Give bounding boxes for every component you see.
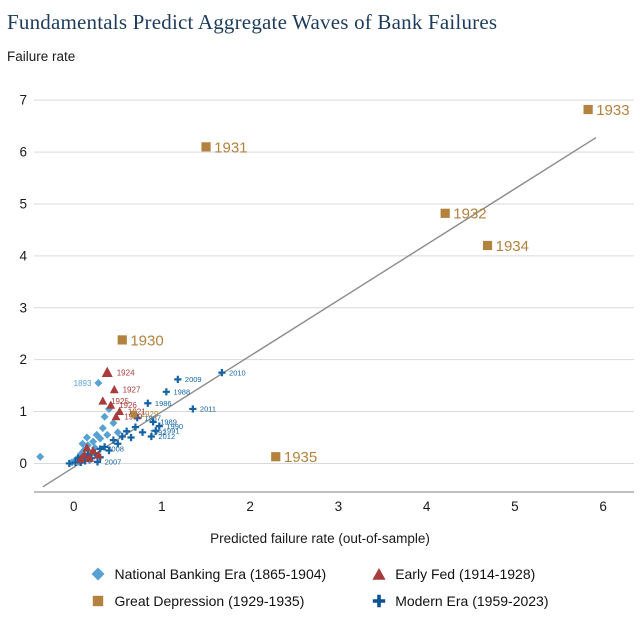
point-label: 1933 — [596, 102, 629, 119]
point-label: 2010 — [229, 368, 246, 377]
y-tick-label: 5 — [19, 196, 27, 211]
x-tick-label: 2 — [246, 499, 254, 514]
point-label: 1931 — [214, 139, 247, 156]
x-tick-label: 1 — [158, 499, 166, 514]
y-tick-label: 7 — [19, 93, 27, 108]
x-tick-label: 6 — [599, 499, 607, 514]
x-tick-label: 3 — [335, 499, 343, 514]
x-tick-label: 0 — [70, 499, 78, 514]
legend: National Banking Era (1865-1904) Early F… — [2, 566, 638, 609]
point-label: 1989 — [160, 418, 177, 427]
y-tick-label: 4 — [19, 248, 27, 263]
gridlines: 0 1 2 3 4 5 6 7 — [19, 93, 634, 471]
diamond-icon — [91, 567, 105, 581]
point-label: 1986 — [155, 399, 172, 408]
point-label: 1930 — [130, 332, 163, 349]
x-axis-title: Predicted failure rate (out-of-sample) — [210, 531, 430, 546]
plot-area: 0 1 2 3 4 5 6 7 0 1 2 3 4 5 6 1893 2010 2009 1988 1986 2011 1… — [2, 64, 638, 531]
legend-label: Early Fed (1914-1928) — [395, 566, 536, 582]
legend-item-modern-era: Modern Era (1959-2023) — [372, 593, 549, 609]
point-label: 1924 — [117, 369, 135, 378]
point-label: 2009 — [185, 375, 202, 384]
x-tick-label: 4 — [423, 499, 431, 514]
point-label: 1926 — [119, 401, 137, 410]
chart-title: Fundamentals Predict Aggregate Waves of … — [7, 10, 498, 34]
point-label: 2011 — [200, 405, 216, 414]
point-label: 1934 — [496, 238, 529, 255]
point-label: 1988 — [173, 388, 190, 397]
point-label: 2012 — [158, 432, 175, 441]
y-tick-label: 1 — [19, 404, 27, 419]
y-tick-label: 0 — [19, 456, 27, 471]
point-label: 1992 — [150, 428, 167, 437]
point-label: 1929 — [141, 410, 159, 419]
point-label: 1987 — [144, 413, 161, 422]
point-label: 1925 — [111, 397, 129, 406]
point-label: 1935 — [284, 449, 317, 466]
legend-label: Great Depression (1929-1935) — [114, 593, 305, 609]
x-tick-label: 5 — [511, 499, 519, 514]
point-label: 1927 — [123, 386, 141, 395]
square-icon — [93, 595, 104, 607]
legend-item-early-fed: Early Fed (1914-1928) — [372, 566, 548, 582]
legend-label: Modern Era (1959-2023) — [395, 593, 549, 609]
point-label: 1893 — [74, 379, 92, 388]
point-label: 2008 — [107, 445, 124, 454]
legend-item-national-banking-era: National Banking Era (1865-1904) — [91, 566, 326, 582]
triangle-icon — [372, 568, 386, 580]
series-great-depression-1929-1935: 1929 1930 1931 1932 1933 1934 1935 — [117, 102, 630, 466]
point-label: 1990 — [166, 422, 183, 431]
point-label: 2007 — [105, 458, 122, 467]
legend-item-great-depression: Great Depression (1929-1935) — [91, 593, 326, 609]
legend-label: National Banking Era (1865-1904) — [114, 566, 327, 582]
point-label: 1991 — [163, 426, 180, 435]
point-label: 1932 — [453, 206, 486, 223]
y-tick-label: 3 — [19, 300, 27, 315]
y-axis-title: Failure rate — [7, 49, 76, 64]
y-tick-label: 2 — [19, 352, 27, 367]
plus-icon — [372, 594, 386, 608]
y-tick-label: 6 — [19, 145, 27, 160]
